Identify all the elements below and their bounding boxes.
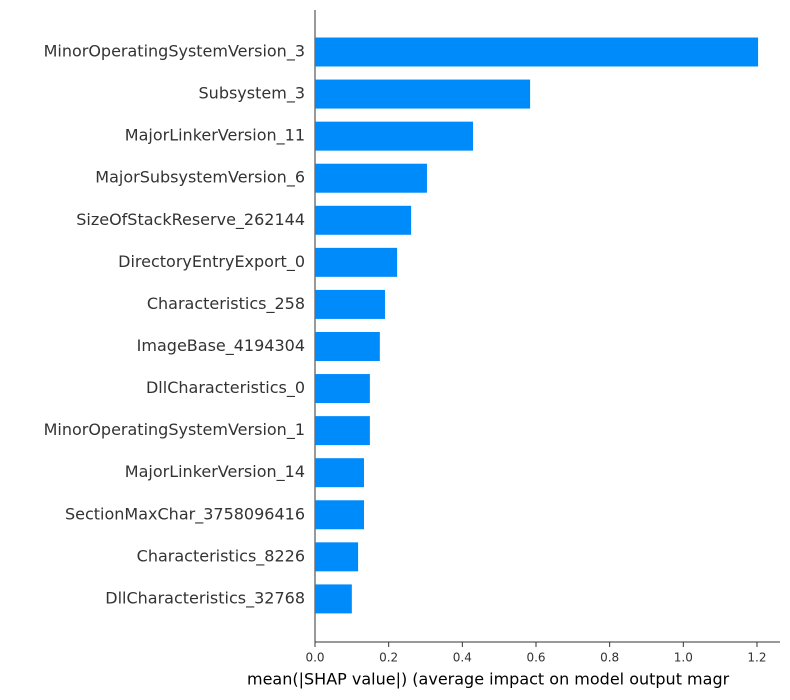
x-tick-label: 1.2 [747, 651, 766, 665]
bar [315, 79, 531, 109]
bar [315, 500, 364, 530]
x-tick-label: 0.2 [379, 651, 398, 665]
bar [315, 247, 398, 277]
bar [315, 37, 759, 67]
bar [315, 289, 385, 319]
bar [315, 163, 427, 193]
y-tick-label: SizeOfStackReserve_262144 [76, 210, 305, 230]
x-tick-label: 0.4 [453, 651, 472, 665]
bar [315, 416, 370, 446]
y-tick-label: DllCharacteristics_32768 [105, 588, 305, 608]
y-tick-label: DllCharacteristics_0 [146, 378, 305, 398]
x-axis-label: mean(|SHAP value|) (average impact on mo… [247, 670, 730, 689]
y-tick-label: MajorLinkerVersion_11 [125, 126, 305, 146]
bar [315, 542, 359, 572]
y-tick-label: DirectoryEntryExport_0 [118, 252, 305, 272]
bar [315, 331, 380, 361]
bar [315, 121, 474, 151]
x-tick-label: 1.0 [674, 651, 693, 665]
bar [315, 374, 370, 404]
y-tick-label: SectionMaxChar_3758096416 [65, 504, 305, 524]
y-tick-label: ImageBase_4194304 [137, 336, 305, 356]
y-tick-label: MinorOperatingSystemVersion_3 [44, 42, 305, 62]
x-tick-label: 0.0 [305, 651, 324, 665]
y-tick-label: MajorSubsystemVersion_6 [95, 168, 305, 188]
x-tick-label: 0.6 [526, 651, 545, 665]
bar [315, 458, 364, 488]
y-tick-label: MajorLinkerVersion_14 [125, 462, 305, 482]
y-tick-label: Characteristics_258 [147, 294, 305, 314]
bar [315, 205, 412, 235]
y-tick-label: Subsystem_3 [199, 84, 305, 104]
x-tick-label: 0.8 [600, 651, 619, 665]
bar [315, 584, 352, 614]
y-tick-label: Characteristics_8226 [137, 546, 305, 566]
y-tick-label: MinorOperatingSystemVersion_1 [44, 420, 305, 440]
